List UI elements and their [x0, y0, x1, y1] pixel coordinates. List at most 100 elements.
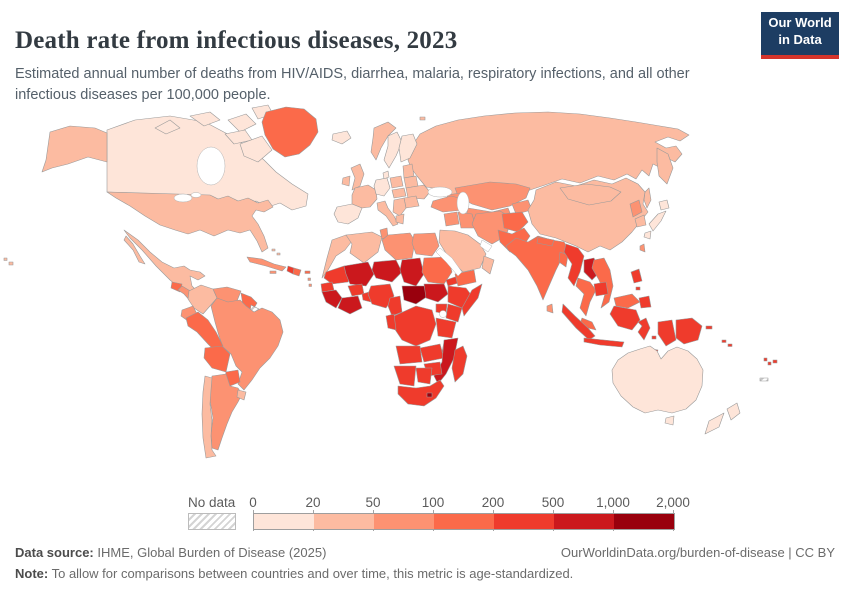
country-indonesia-maluku[interactable] [651, 335, 657, 340]
country-russia-kamchatka[interactable] [656, 147, 674, 185]
country-uruguay[interactable] [236, 389, 247, 401]
country-uk[interactable] [350, 163, 365, 191]
country-papua-new-guinea[interactable] [675, 317, 703, 345]
country-thailand[interactable] [575, 277, 597, 317]
country-philippines-luzon[interactable] [630, 268, 643, 284]
country-algeria[interactable] [345, 231, 383, 264]
country-new-caledonia[interactable] [759, 377, 769, 382]
legend-bin-200-500[interactable] [494, 514, 554, 529]
country-cameroon[interactable] [387, 295, 403, 317]
country-alaska[interactable] [41, 125, 108, 173]
country-indonesia-sumatra[interactable] [561, 303, 596, 341]
country-new-zealand-south[interactable] [704, 412, 725, 435]
country-mexico-baja[interactable] [123, 235, 146, 265]
country-afghanistan[interactable] [501, 211, 529, 233]
country-lesser-antilles[interactable] [308, 283, 312, 287]
country-hawaii[interactable] [3, 257, 8, 261]
country-poland[interactable] [389, 175, 404, 189]
country-bahamas[interactable] [276, 252, 281, 256]
country-drc[interactable] [393, 305, 437, 347]
country-oman[interactable] [481, 255, 495, 275]
country-indonesia-papua[interactable] [657, 319, 677, 347]
country-cambodia[interactable] [593, 281, 609, 297]
country-libya[interactable] [381, 232, 416, 261]
country-north-korea[interactable] [629, 199, 643, 218]
country-tasmania[interactable] [664, 415, 675, 426]
country-cote-divoire-ghana[interactable] [337, 295, 363, 315]
legend-bin-500-1,000[interactable] [554, 514, 614, 529]
country-russia[interactable] [407, 111, 690, 198]
country-france[interactable] [351, 184, 378, 209]
country-mali[interactable] [343, 261, 375, 287]
country-central-african-republic[interactable] [401, 285, 429, 305]
owid-link[interactable]: OurWorldinData.org/burden-of-disease | C… [560, 545, 835, 560]
country-lesotho[interactable] [426, 392, 433, 398]
country-burkina-faso[interactable] [347, 283, 365, 297]
country-madagascar[interactable] [451, 345, 468, 383]
country-niger[interactable] [371, 259, 403, 283]
country-bahamas[interactable] [271, 248, 276, 252]
country-iberia[interactable] [333, 203, 363, 225]
country-egypt[interactable] [411, 232, 440, 257]
country-solomon-islands[interactable] [721, 339, 727, 343]
country-baltics[interactable] [402, 163, 415, 179]
country-germany[interactable] [373, 177, 391, 197]
legend-bin-50-100[interactable] [374, 514, 434, 529]
country-romania-bulgaria[interactable] [403, 195, 420, 209]
country-myanmar[interactable] [563, 243, 585, 287]
country-jamaica[interactable] [269, 270, 277, 274]
country-taiwan[interactable] [639, 243, 646, 253]
country-iceland[interactable] [331, 130, 352, 145]
country-dominican-republic[interactable] [292, 267, 302, 277]
country-japan-honshu[interactable] [648, 210, 667, 232]
country-philippines-mindanao[interactable] [638, 295, 652, 309]
country-canada-arctic[interactable] [154, 119, 181, 135]
country-japan-hokkaido[interactable] [658, 199, 670, 211]
country-zambia[interactable] [419, 343, 445, 363]
country-solomon-islands[interactable] [727, 343, 733, 347]
country-mexico[interactable] [123, 229, 206, 298]
country-indonesia-sulawesi[interactable] [637, 317, 651, 341]
country-canada-arctic[interactable] [227, 113, 257, 133]
country-central-europe[interactable] [391, 187, 407, 199]
country-namibia[interactable] [393, 365, 417, 387]
country-finland[interactable] [398, 133, 418, 163]
country-angola[interactable] [395, 345, 423, 365]
country-bolivia[interactable] [203, 345, 231, 373]
country-south-korea[interactable] [634, 214, 647, 228]
owid-logo[interactable]: Our World in Data [761, 12, 839, 59]
country-sweden[interactable] [383, 131, 403, 169]
country-nepal[interactable] [536, 236, 555, 247]
country-ireland[interactable] [341, 175, 351, 187]
country-hawaii[interactable] [8, 261, 14, 266]
country-cuba[interactable] [246, 256, 287, 272]
country-nigeria[interactable] [367, 283, 395, 309]
legend-bin-100-200[interactable] [434, 514, 494, 529]
country-tanzania[interactable] [435, 317, 457, 339]
country-norway[interactable] [370, 121, 397, 161]
country-usa[interactable] [106, 191, 274, 253]
country-italy[interactable] [376, 200, 399, 227]
country-india[interactable] [505, 235, 569, 301]
country-indonesia-java[interactable] [583, 337, 625, 348]
country-somalia[interactable] [461, 283, 483, 317]
country-canada-baffin[interactable] [239, 135, 273, 163]
country-south-sudan[interactable] [423, 283, 449, 303]
country-guinea[interactable] [321, 289, 343, 309]
country-lesser-antilles[interactable] [307, 277, 311, 281]
country-svalbard[interactable] [419, 116, 426, 121]
country-syria-jordan[interactable] [443, 211, 460, 227]
legend-bin-20-50[interactable] [314, 514, 374, 529]
country-china[interactable] [527, 177, 649, 253]
country-greenland[interactable] [261, 106, 319, 158]
country-indonesia-kalimantan[interactable] [609, 305, 641, 331]
country-mongolia[interactable] [559, 183, 622, 206]
country-denmark[interactable] [382, 170, 390, 180]
country-puerto-rico[interactable] [304, 270, 311, 274]
country-canada-arctic[interactable] [189, 111, 221, 127]
country-chile[interactable] [201, 375, 217, 459]
country-fiji[interactable] [772, 359, 778, 364]
country-greece[interactable] [395, 213, 405, 225]
country-ukraine[interactable] [405, 184, 431, 200]
country-new-britain[interactable] [705, 325, 713, 330]
